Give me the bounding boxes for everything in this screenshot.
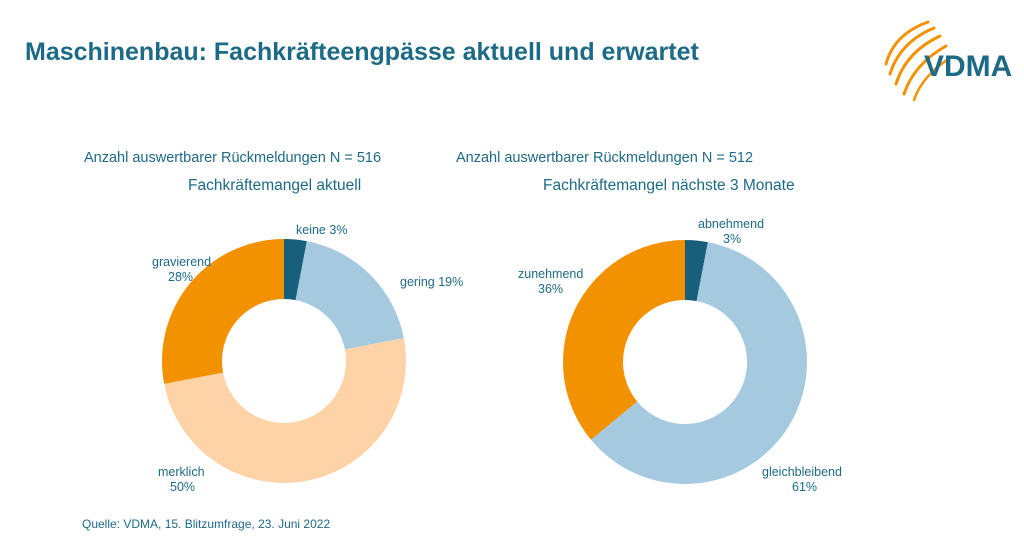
- chart1-donut: [161, 239, 406, 483]
- logo-text: VDMA: [924, 50, 1012, 83]
- source-note: Quelle: VDMA, 15. Blitzumfrage, 23. Juni…: [82, 517, 331, 531]
- page-title: Maschinenbau: Fachkräfteengpässe aktuell…: [25, 38, 699, 66]
- chart1-label-keine: keine 3%: [296, 223, 347, 237]
- chart1-meta: Anzahl auswertbarer Rückmeldungen N = 51…: [84, 150, 382, 166]
- chart1-label-gering: gering 19%: [400, 275, 463, 289]
- vdma-arc-logo-icon: VDMA: [884, 20, 1012, 102]
- chart2-donut: [562, 240, 808, 484]
- chart1-slice-gering: [295, 241, 404, 350]
- chart1-title: Fachkräftemangel aktuell: [188, 177, 362, 194]
- chart1-slice-keine: [284, 239, 307, 301]
- chart2-slice-zunehmend: [562, 240, 685, 440]
- vdma-logo: VDMA: [872, 14, 1022, 104]
- chart2-label-zunehmend: zunehmend 36%: [518, 267, 587, 296]
- chart2-label-gleichbleibend: gleichbleibend 61%: [762, 465, 845, 494]
- chart1-label-merklich: merklich 50%: [158, 465, 208, 494]
- chart2-slice-abnehmend: [685, 240, 708, 302]
- chart1-label-gravierend: gravierend 28%: [152, 255, 215, 284]
- chart2-title: Fachkräftemangel nächste 3 Monate: [543, 177, 795, 194]
- chart1-slice-gravierend: [161, 239, 284, 384]
- chart2-meta: Anzahl auswertbarer Rückmeldungen N = 51…: [456, 150, 754, 166]
- chart1-slice-merklich: [164, 338, 406, 483]
- chart2-label-abnehmend: abnehmend 3%: [698, 217, 768, 246]
- chart2-slice-gleichbleibend: [590, 242, 808, 484]
